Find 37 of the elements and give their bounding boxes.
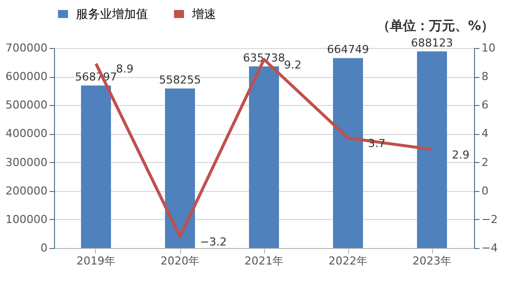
y-tick-label: 200000 [6,184,48,198]
y2-tick-label: 2 [482,156,488,169]
data-label: 688123 [411,36,453,50]
data-label: 2.9 [452,148,470,162]
y-tick-label: 400000 [6,127,48,140]
y-tick-label: 600000 [6,70,48,84]
y2-tick-label: 8 [482,70,488,84]
text: （单位：万元、%） [376,18,494,34]
bar [249,66,279,248]
bar [81,85,111,248]
y-tick-label: 500000 [6,98,48,112]
y-tick-label: 0 [40,242,48,254]
bar [417,51,447,248]
data-label: 558255 [159,74,201,86]
y-tick-label: 100000 [6,212,48,226]
y2-tick-label: −2 [482,212,498,226]
data-label: −3.2 [200,236,227,249]
x-tick-label: 2020年 [160,254,200,268]
x-tick-label: 2021年 [244,254,284,268]
y2-tick-label: 6 [482,98,488,112]
y2-tick-label: −4 [482,242,498,254]
legend-label: 服务业增加值 [76,7,148,21]
bar [165,88,195,248]
x-tick-label: 2023年 [412,254,452,268]
x-tick-label: 2019年 [76,254,116,268]
data-label: 8.9 [116,62,134,76]
y2-tick-label: 4 [482,127,488,140]
x-tick-label: 2022年 [328,254,368,268]
y-tick-label: 700000 [6,42,48,54]
bar [333,58,363,248]
data-label: 664749 [327,43,369,56]
data-label: 635738 [243,51,285,64]
y2-tick-label: 10 [482,42,496,54]
y-tick-label: 300000 [6,156,48,169]
data-label: 9.2 [284,58,302,72]
legend-label: 增速 [191,7,216,21]
y2-tick-label: 0 [482,184,488,198]
